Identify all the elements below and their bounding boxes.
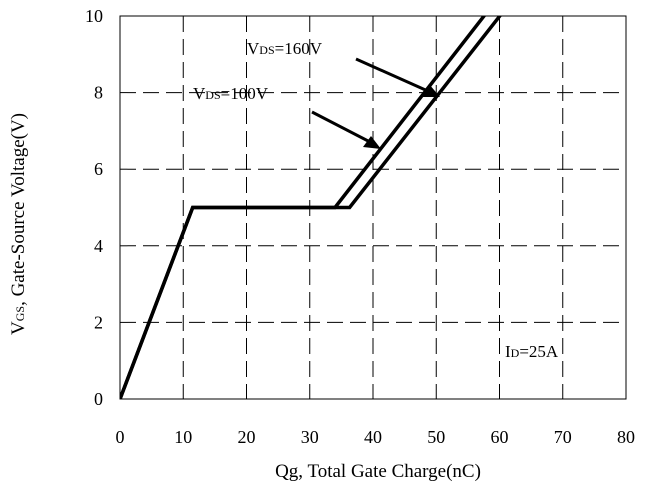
y-axis-title-sub: GS xyxy=(13,306,27,321)
x-tick-label: 50 xyxy=(427,427,445,447)
x-tick-labels: 0 10 20 30 40 50 60 70 80 xyxy=(116,427,636,447)
vds-100-rest: =100V xyxy=(221,84,269,103)
vds-100-arrowhead xyxy=(363,136,381,149)
series-layer xyxy=(120,16,502,399)
id-label: ID=25A xyxy=(505,342,559,361)
x-tick-label: 0 xyxy=(116,427,125,447)
annotation-vds-100: VDS=100V xyxy=(193,84,381,149)
vds-160-main: V xyxy=(247,39,260,58)
vds-160-arrowhead xyxy=(422,84,440,97)
y-tick-label: 2 xyxy=(94,312,103,332)
vds-160-label: VDS=160V xyxy=(247,39,323,58)
y-axis-title-main: V xyxy=(8,321,29,335)
vds-160-arrow-line xyxy=(355,57,431,94)
x-tick-label: 20 xyxy=(238,427,256,447)
vds-100-sub: DS xyxy=(205,88,220,102)
x-axis-title: Qg, Total Gate Charge(nC) xyxy=(275,461,481,482)
y-tick-label: 8 xyxy=(94,83,103,103)
vds-160-sub: DS xyxy=(259,43,274,57)
y-tick-label: 10 xyxy=(85,6,103,26)
y-axis-title-rest: , Gate-Source Voltage(V) xyxy=(8,113,29,306)
id-sub: D xyxy=(511,346,520,360)
annotation-id: ID=25A xyxy=(505,342,559,361)
vds-100-label: VDS=100V xyxy=(193,84,269,103)
annotation-vds-160: VDS=160V xyxy=(247,39,440,97)
vds-160-rest: =160V xyxy=(275,39,323,58)
y-tick-labels: 0 2 4 6 8 10 xyxy=(85,6,103,409)
y-tick-label: 4 xyxy=(94,236,103,256)
x-tick-label: 70 xyxy=(554,427,572,447)
id-rest: =25A xyxy=(519,342,559,361)
x-tick-label: 30 xyxy=(301,427,319,447)
x-tick-label: 40 xyxy=(364,427,382,447)
x-tick-label: 10 xyxy=(174,427,192,447)
x-tick-label: 60 xyxy=(491,427,509,447)
vds-100-arrow-line xyxy=(311,110,373,145)
y-axis-title: VGS, Gate-Source Voltage(V) xyxy=(8,113,29,335)
series-line-vds-160 xyxy=(120,16,502,399)
x-tick-label: 80 xyxy=(617,427,635,447)
y-tick-label: 6 xyxy=(94,159,103,179)
vds-100-main: V xyxy=(193,84,206,103)
plot-frame xyxy=(119,15,627,400)
y-tick-label: 0 xyxy=(94,389,103,409)
id-main: I xyxy=(505,342,511,361)
